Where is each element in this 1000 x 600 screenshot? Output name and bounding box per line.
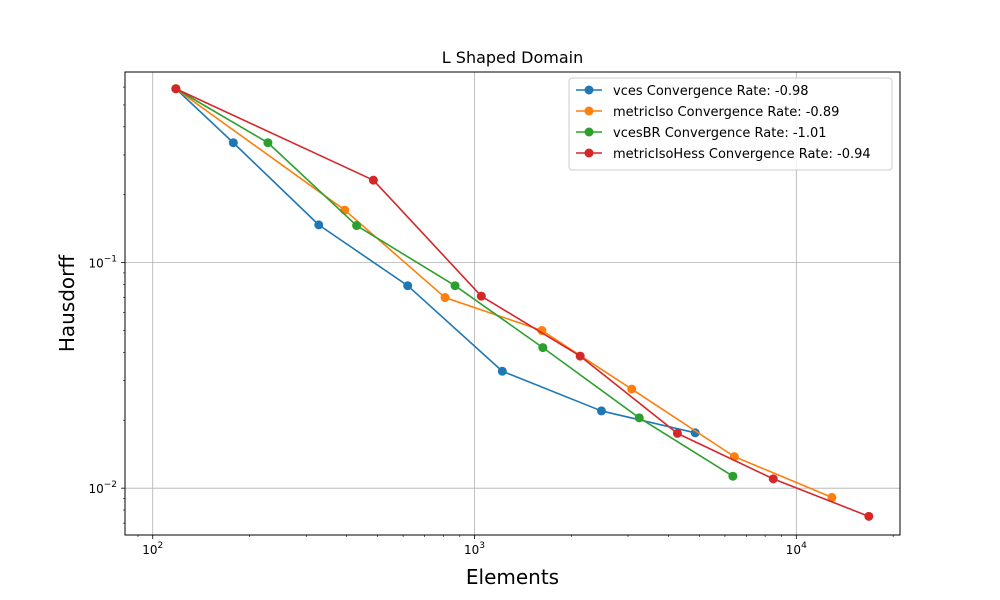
data-point bbox=[450, 281, 460, 291]
data-point bbox=[352, 221, 362, 231]
series-layer bbox=[171, 84, 874, 521]
series-2 bbox=[171, 84, 837, 502]
data-point bbox=[538, 343, 548, 353]
legend-marker bbox=[584, 85, 594, 95]
series-3 bbox=[171, 84, 738, 481]
y-tick-base: 10 bbox=[88, 482, 103, 496]
x-tick-exponent: 2 bbox=[158, 541, 164, 551]
y-tick-base: 10 bbox=[88, 257, 103, 271]
data-point bbox=[476, 291, 486, 301]
series-1 bbox=[171, 84, 700, 438]
plot-frame bbox=[124, 71, 901, 536]
data-point bbox=[627, 384, 637, 394]
data-point bbox=[171, 84, 181, 94]
data-point bbox=[314, 220, 324, 230]
x-tick-label: 102 bbox=[142, 541, 163, 557]
legend-entry: metricIsoHess Convergence Rate: -0.94 bbox=[576, 147, 871, 162]
data-point bbox=[497, 366, 507, 376]
y-tick-label: 10−2 bbox=[88, 480, 117, 496]
legend-entry: metricIso Convergence Rate: -0.89 bbox=[576, 105, 839, 120]
legend-label: vces Convergence Rate: -0.98 bbox=[613, 84, 809, 99]
data-point bbox=[537, 326, 547, 336]
chart-title: L Shaped Domain bbox=[442, 48, 583, 67]
x-axis-title: Elements bbox=[466, 565, 559, 589]
legend-entry: vcesBR Convergence Rate: -1.01 bbox=[576, 126, 827, 141]
data-point bbox=[440, 293, 450, 303]
legend-marker bbox=[584, 148, 594, 158]
series-4 bbox=[171, 84, 874, 521]
data-point bbox=[228, 138, 238, 148]
x-tick-base: 10 bbox=[142, 543, 157, 557]
legend: vces Convergence Rate: -0.98 metricIso Co… bbox=[568, 77, 893, 171]
legend-box bbox=[568, 77, 893, 171]
legend-label: vcesBR Convergence Rate: -1.01 bbox=[613, 126, 827, 141]
data-point bbox=[634, 413, 644, 423]
y-tick-exponent: −1 bbox=[104, 255, 117, 265]
data-point bbox=[827, 492, 837, 502]
data-point bbox=[596, 406, 606, 416]
data-point bbox=[575, 351, 585, 361]
data-point bbox=[403, 281, 413, 291]
legend-entry: vces Convergence Rate: -0.98 bbox=[576, 84, 809, 99]
data-point bbox=[263, 138, 273, 148]
x-tick-base: 10 bbox=[786, 543, 801, 557]
x-tick-exponent: 4 bbox=[801, 541, 807, 551]
y-tick-exponent: −2 bbox=[104, 480, 117, 490]
legend-marker bbox=[584, 106, 594, 116]
x-tick-label: 103 bbox=[464, 541, 485, 557]
x-tick-base: 10 bbox=[464, 543, 479, 557]
data-point bbox=[690, 428, 700, 438]
x-tick-exponent: 3 bbox=[479, 541, 485, 551]
legend-label: metricIso Convergence Rate: -0.89 bbox=[613, 105, 839, 120]
data-point bbox=[672, 428, 682, 438]
data-point bbox=[340, 205, 350, 215]
legend-marker bbox=[584, 127, 594, 137]
data-point bbox=[768, 474, 778, 484]
data-point bbox=[728, 471, 738, 481]
y-axis-title: Hausdorff bbox=[55, 254, 79, 353]
x-tick-label: 104 bbox=[786, 541, 807, 557]
data-point bbox=[864, 511, 874, 521]
data-point bbox=[368, 175, 378, 185]
y-tick-label: 10−1 bbox=[88, 255, 117, 271]
legend-label: metricIsoHess Convergence Rate: -0.94 bbox=[613, 147, 871, 162]
